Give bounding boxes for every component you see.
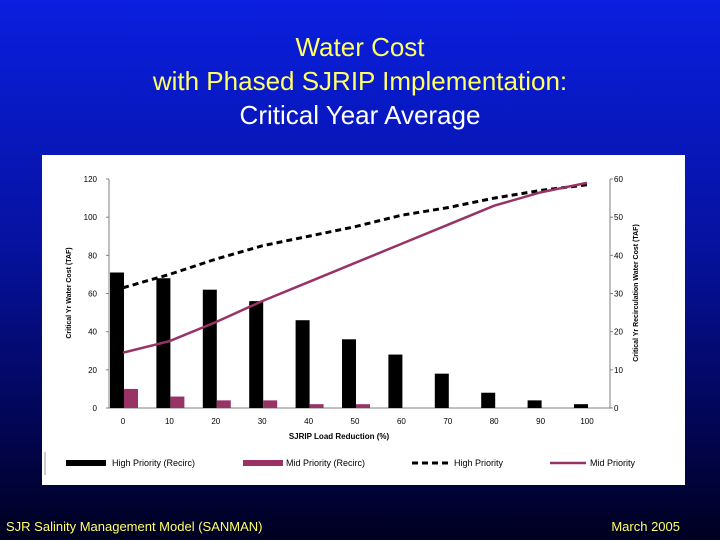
bar-high-priority-recirc [295,320,310,408]
bar-high-priority-recirc [110,272,124,408]
x-tick-label: 30 [258,417,267,426]
left-tick-label: 120 [84,175,98,184]
line-high-priority [122,183,588,290]
right-tick-label: 40 [614,251,623,260]
line-mid-priority [122,181,588,354]
x-tick-group: 0 10 20 30 40 50 60 70 80 90 100 [121,417,594,426]
bar-high-priority-recirc [481,392,496,408]
x-tick-label: 20 [211,417,220,426]
title-line-3: Critical Year Average [239,100,481,130]
right-tick-group: 0 10 20 30 40 50 60 [610,175,623,413]
bar-high-priority-recirc [249,301,264,408]
left-tick-group: 0 20 40 60 80 100 120 [84,175,109,413]
title-line-2: with Phased SJRIP Implementation: [152,66,568,96]
bar-mid-priority-recirc [356,404,370,408]
left-tick-label: 60 [88,290,97,299]
chart-panel: 0 20 40 60 80 100 120 0 10 20 30 40 50 60 0 10 20 30 40 5… [42,155,685,485]
left-tick-label: 0 [93,404,98,413]
bar-high-priority-recirc [202,289,217,408]
bar-mid-priority-recirc [124,388,138,408]
x-axis-label: SJRIP Load Reduction (%) [289,432,390,441]
bar-mid-priority-recirc [170,396,185,408]
bar-mid-priority-recirc [309,404,324,408]
legend: High Priority (Recirc) Mid Priority (Reci… [66,458,636,468]
x-tick-label: 40 [304,417,313,426]
slide-title: Water Cost with Phased SJRIP Implementat… [0,30,720,132]
title-line-1: Water Cost [295,32,425,62]
left-tick-label: 80 [88,251,97,260]
x-tick-label: 50 [351,417,360,426]
legend-label: Mid Priority (Recirc) [286,458,365,468]
bar-group [110,272,588,408]
footer-source: SJR Salinity Management Model (SANMAN) [6,519,263,534]
x-tick-label: 80 [490,417,499,426]
x-tick-label: 70 [443,417,452,426]
x-tick-label: 0 [121,417,126,426]
line-group [122,181,588,354]
x-tick-label: 60 [397,417,406,426]
right-tick-label: 0 [614,404,619,413]
bar-mid-priority-recirc [216,400,231,408]
bar-high-priority-recirc [434,373,449,408]
y-axis-label: Critical Yr Water Cost (TAF) [66,247,73,338]
legend-label: Mid Priority [590,458,636,468]
legend-swatch [243,460,283,466]
x-tick-label: 10 [165,417,174,426]
right-tick-label: 30 [614,290,623,299]
bar-high-priority-recirc [388,354,403,408]
left-tick-label: 20 [88,366,97,375]
legend-swatch [66,460,106,466]
bar-high-priority-recirc [527,400,542,408]
bar-high-priority-recirc [342,339,356,408]
left-tick-label: 40 [88,328,97,337]
right-tick-label: 20 [614,328,623,337]
footer-date: March 2005 [611,519,680,534]
x-tick-label: 100 [580,417,594,426]
x-tick-label: 90 [536,417,545,426]
y2-axis-label: Critical Yr Recirculation Water Cost (TA… [633,224,640,362]
right-tick-label: 10 [614,366,623,375]
bar-high-priority-recirc [574,404,588,408]
water-cost-chart: 0 20 40 60 80 100 120 0 10 20 30 40 50 60 0 10 20 30 40 5… [44,175,640,475]
legend-label: High Priority (Recirc) [112,458,195,468]
legend-label: High Priority [454,458,504,468]
bar-mid-priority-recirc [263,400,278,408]
right-tick-label: 50 [614,213,623,222]
right-tick-label: 60 [614,175,623,184]
left-tick-label: 100 [84,213,98,222]
